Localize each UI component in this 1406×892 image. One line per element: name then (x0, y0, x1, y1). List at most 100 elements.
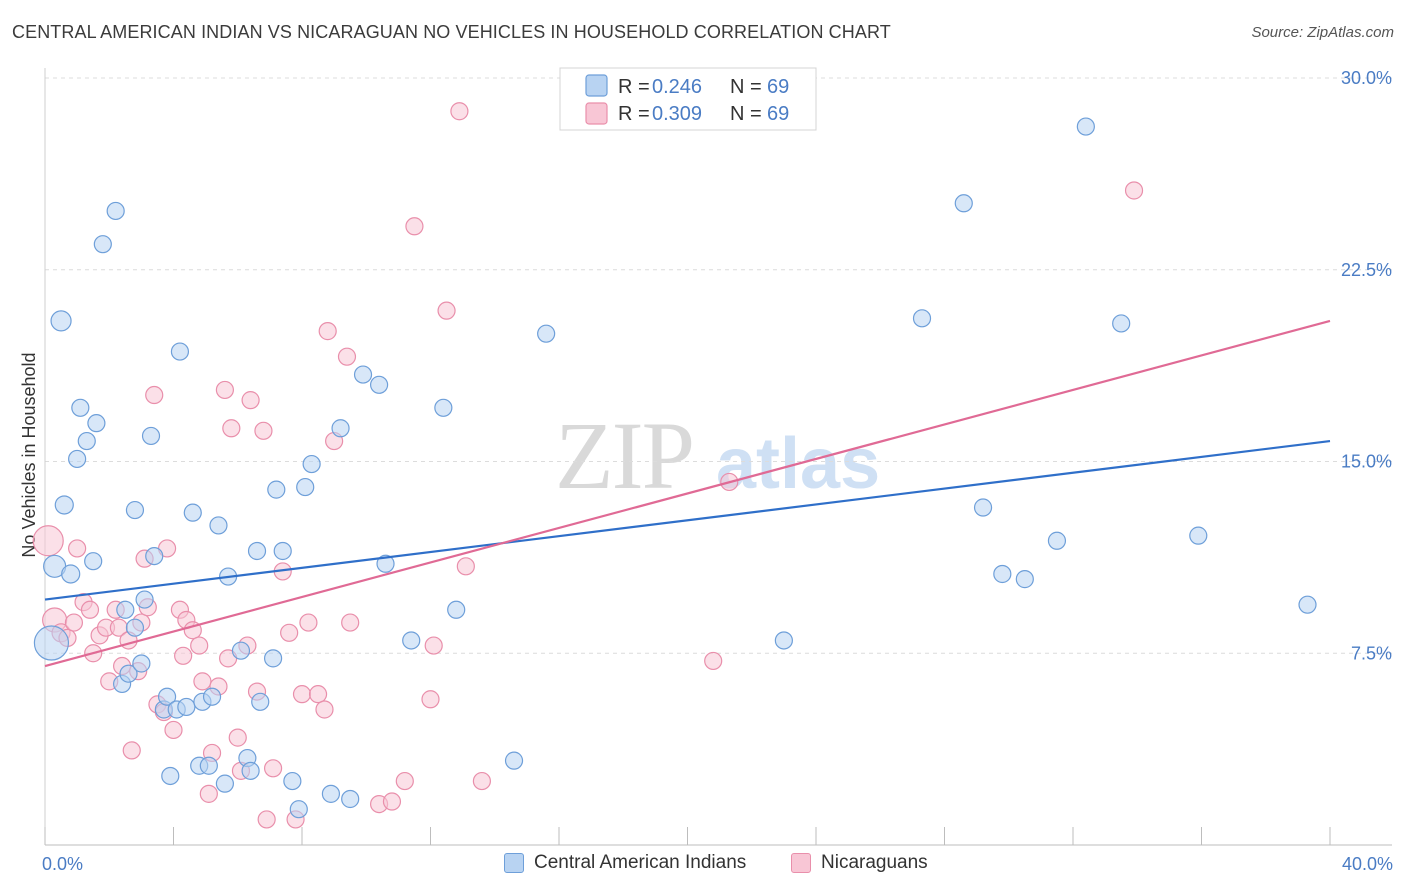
central-american-indian-point (157, 687, 177, 706)
y-tick-labels: 7.5% 15.0% 22.5% 30.0% (1341, 68, 1392, 663)
central-american-indian-point (302, 454, 321, 474)
central-american-indian-point (774, 631, 793, 650)
nicaraguan-point (405, 217, 424, 236)
nicaraguan-point (122, 741, 141, 760)
nicaraguan-point (257, 810, 276, 829)
nicaraguan-point (199, 784, 218, 803)
central-american-indian-point (54, 495, 74, 515)
central-american-indian-point (215, 774, 234, 793)
central-american-indian-point (954, 194, 973, 213)
central-american-indian-point (202, 687, 222, 706)
bottom-legend: Central American Indians Nicaraguans (0, 852, 1406, 878)
central-american-indian-point (141, 426, 161, 446)
central-american-indian-point (87, 414, 106, 433)
x-tick-label-max: 40.0% (1342, 854, 1393, 874)
nicaraguan-point (308, 685, 328, 704)
watermark: ZIP atlas (555, 402, 880, 509)
central-american-indian-point (296, 477, 315, 497)
central-american-indian-point (283, 771, 302, 791)
central-american-indian-point (263, 649, 283, 668)
central-american-indian-point (289, 800, 308, 819)
nicaraguan-point (456, 557, 475, 576)
central-american-indian-point (71, 398, 90, 417)
nicaraguan-point (299, 613, 318, 632)
nicaraguan-point (222, 419, 241, 438)
nicaraguan-point (64, 613, 84, 632)
nicaraguan-point (215, 380, 234, 400)
nicaraguan-point (315, 700, 334, 719)
central-american-indian-point (1076, 117, 1095, 136)
bottom-legend-label-pink: Nicaraguans (821, 852, 928, 873)
central-american-indian-point (77, 431, 96, 451)
x-tick-labels: 0.0% 40.0% (42, 854, 1393, 874)
central-american-indian-point (135, 590, 154, 609)
nicaraguan-point (164, 720, 183, 740)
nicaraguan-point (472, 771, 491, 791)
trend-line-nicaraguans (44, 319, 1331, 668)
nicaraguan-point (341, 613, 360, 632)
nicaraguan-point (280, 623, 299, 642)
central-american-indian-point (331, 419, 350, 438)
axes (44, 68, 1392, 846)
legend-r-value-2: 0.309 (652, 103, 702, 125)
bottom-legend-label-blue: Central American Indians (534, 852, 747, 873)
y-tick-label: 22.5% (1341, 260, 1392, 280)
series-central-american-indians-points (33, 117, 1317, 819)
legend-n-value-1: 69 (767, 76, 789, 98)
central-american-indian-point (912, 309, 932, 328)
nicaraguan-point (228, 728, 247, 747)
legend-r-label-2: R = (618, 103, 650, 125)
legend-r-label-1: R = (618, 76, 650, 98)
central-american-indian-point (231, 641, 251, 660)
nicaraguan-point (145, 385, 164, 405)
nicaraguan-point (421, 690, 440, 709)
legend-box: R = 0.246 N = 69 R = 0.309 N = 69 (559, 67, 817, 131)
legend-r-value-1: 0.246 (652, 76, 702, 98)
central-american-indian-point (434, 398, 453, 417)
central-american-indian-point (537, 324, 556, 343)
central-american-indian-point (116, 600, 135, 619)
nicaraguan-point (193, 672, 212, 691)
central-american-indian-point (993, 564, 1012, 584)
nicaraguan-point (263, 759, 283, 778)
central-american-indian-point (170, 342, 190, 361)
central-american-indian-point (447, 600, 466, 619)
central-american-indian-point (273, 541, 292, 561)
gridlines (45, 77, 1392, 654)
central-american-indian-point (370, 375, 389, 394)
central-american-indian-point (209, 516, 228, 535)
nicaraguan-point (704, 651, 723, 671)
legend-n-label-1: N = (730, 76, 762, 98)
central-american-indian-point (1047, 531, 1067, 550)
central-american-indian-point (125, 618, 145, 637)
central-american-indian-point (119, 664, 138, 683)
central-american-indian-point (93, 235, 112, 254)
nicaraguan-point (1124, 181, 1144, 200)
central-american-indian-point (84, 552, 103, 571)
central-american-indian-point (106, 201, 125, 221)
legend-n-value-2: 69 (767, 103, 789, 125)
central-american-indian-point (321, 784, 341, 803)
x-tick-label-min: 0.0% (42, 854, 83, 874)
nicaraguan-point (318, 322, 337, 341)
bottom-legend-swatch-pink (791, 853, 811, 873)
central-american-indian-point (251, 692, 270, 711)
central-american-indian-point (125, 500, 145, 520)
source-credit: Source: ZipAtlas.com (1251, 24, 1394, 41)
central-american-indian-point (267, 480, 286, 499)
nicaraguan-point (337, 347, 357, 366)
trend-lines (44, 319, 1331, 668)
bottom-legend-swatch-blue (504, 853, 524, 873)
central-american-indian-point (161, 766, 180, 786)
bottom-legend-item-central-american-indians: Central American Indians (504, 852, 746, 874)
central-american-indian-point (132, 654, 151, 673)
nicaraguan-point (32, 525, 64, 557)
legend-n-label-2: N = (730, 103, 762, 125)
nicaraguan-point (292, 685, 312, 704)
bottom-legend-item-nicaraguans: Nicaraguans (791, 852, 928, 874)
nicaraguan-point (395, 771, 414, 791)
central-american-indian-point (402, 631, 421, 650)
nicaraguan-point (80, 600, 100, 619)
central-american-indian-point (1112, 314, 1131, 333)
nicaraguan-point (241, 391, 260, 410)
